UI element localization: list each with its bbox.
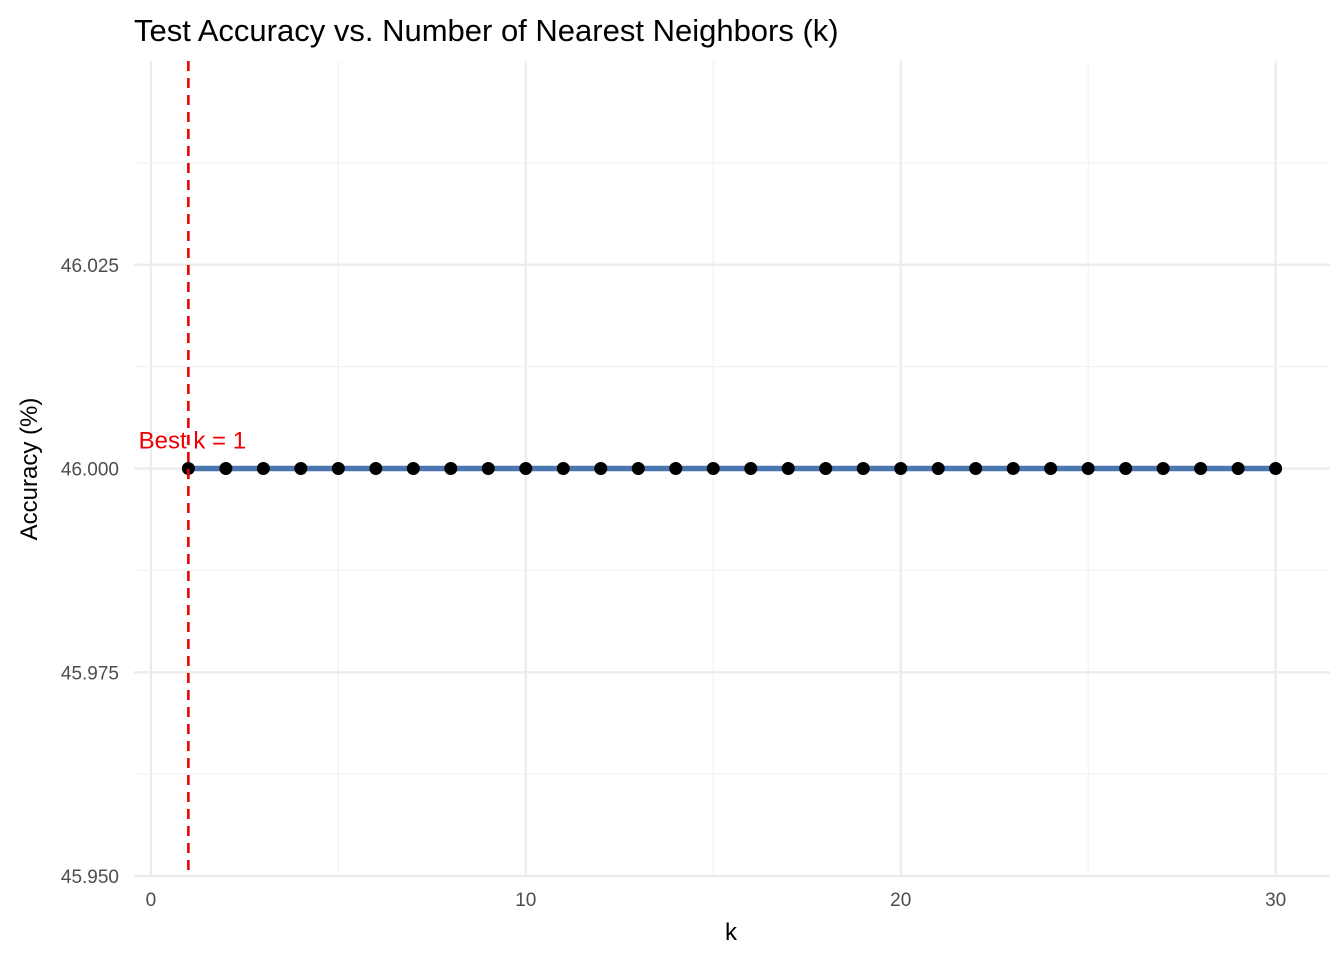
data-point: [1119, 462, 1133, 475]
data-point: [1006, 462, 1020, 475]
data-point: [931, 462, 945, 475]
x-tick-label: 20: [890, 890, 911, 911]
x-tick-label: 30: [1265, 890, 1286, 911]
y-tick-label: 45.975: [61, 663, 119, 684]
data-point: [481, 462, 495, 475]
data-point: [256, 462, 270, 475]
data-point: [406, 462, 420, 475]
y-axis-title: Accuracy (%): [16, 398, 43, 541]
x-tick-label: 0: [146, 890, 157, 911]
data-point: [519, 462, 533, 475]
data-point: [331, 462, 345, 475]
data-point: [969, 462, 983, 475]
data-point: [706, 462, 720, 475]
data-point: [294, 462, 308, 475]
data-point: [669, 462, 683, 475]
data-point: [1269, 462, 1283, 475]
data-point: [556, 462, 570, 475]
data-point: [1081, 462, 1095, 475]
data-point: [1231, 462, 1245, 475]
series-layer: [181, 462, 1283, 475]
y-tick-label: 45.950: [61, 867, 119, 888]
best-k-annotation: Best k = 1: [139, 428, 246, 455]
tick-labels: 0 10 20 30 45.950 45.975 46.000 46.025: [61, 256, 1286, 911]
data-point: [594, 462, 608, 475]
data-point: [444, 462, 458, 475]
data-point: [744, 462, 758, 475]
x-axis-title: k: [725, 919, 738, 946]
y-tick-label: 46.025: [61, 256, 119, 277]
data-point: [219, 462, 233, 475]
data-point: [1044, 462, 1058, 475]
data-point: [369, 462, 383, 475]
data-point: [819, 462, 833, 475]
chart-title: Test Accuracy vs. Number of Nearest Neig…: [134, 13, 839, 48]
data-point: [1156, 462, 1170, 475]
x-tick-label: 10: [515, 890, 536, 911]
data-point: [631, 462, 645, 475]
data-point: [856, 462, 870, 475]
data-point: [781, 462, 795, 475]
data-point: [181, 462, 195, 475]
data-point: [1194, 462, 1208, 475]
y-tick-label: 46.000: [61, 460, 119, 481]
reference-layer: Best k = 1: [139, 61, 246, 876]
data-point: [894, 462, 908, 475]
